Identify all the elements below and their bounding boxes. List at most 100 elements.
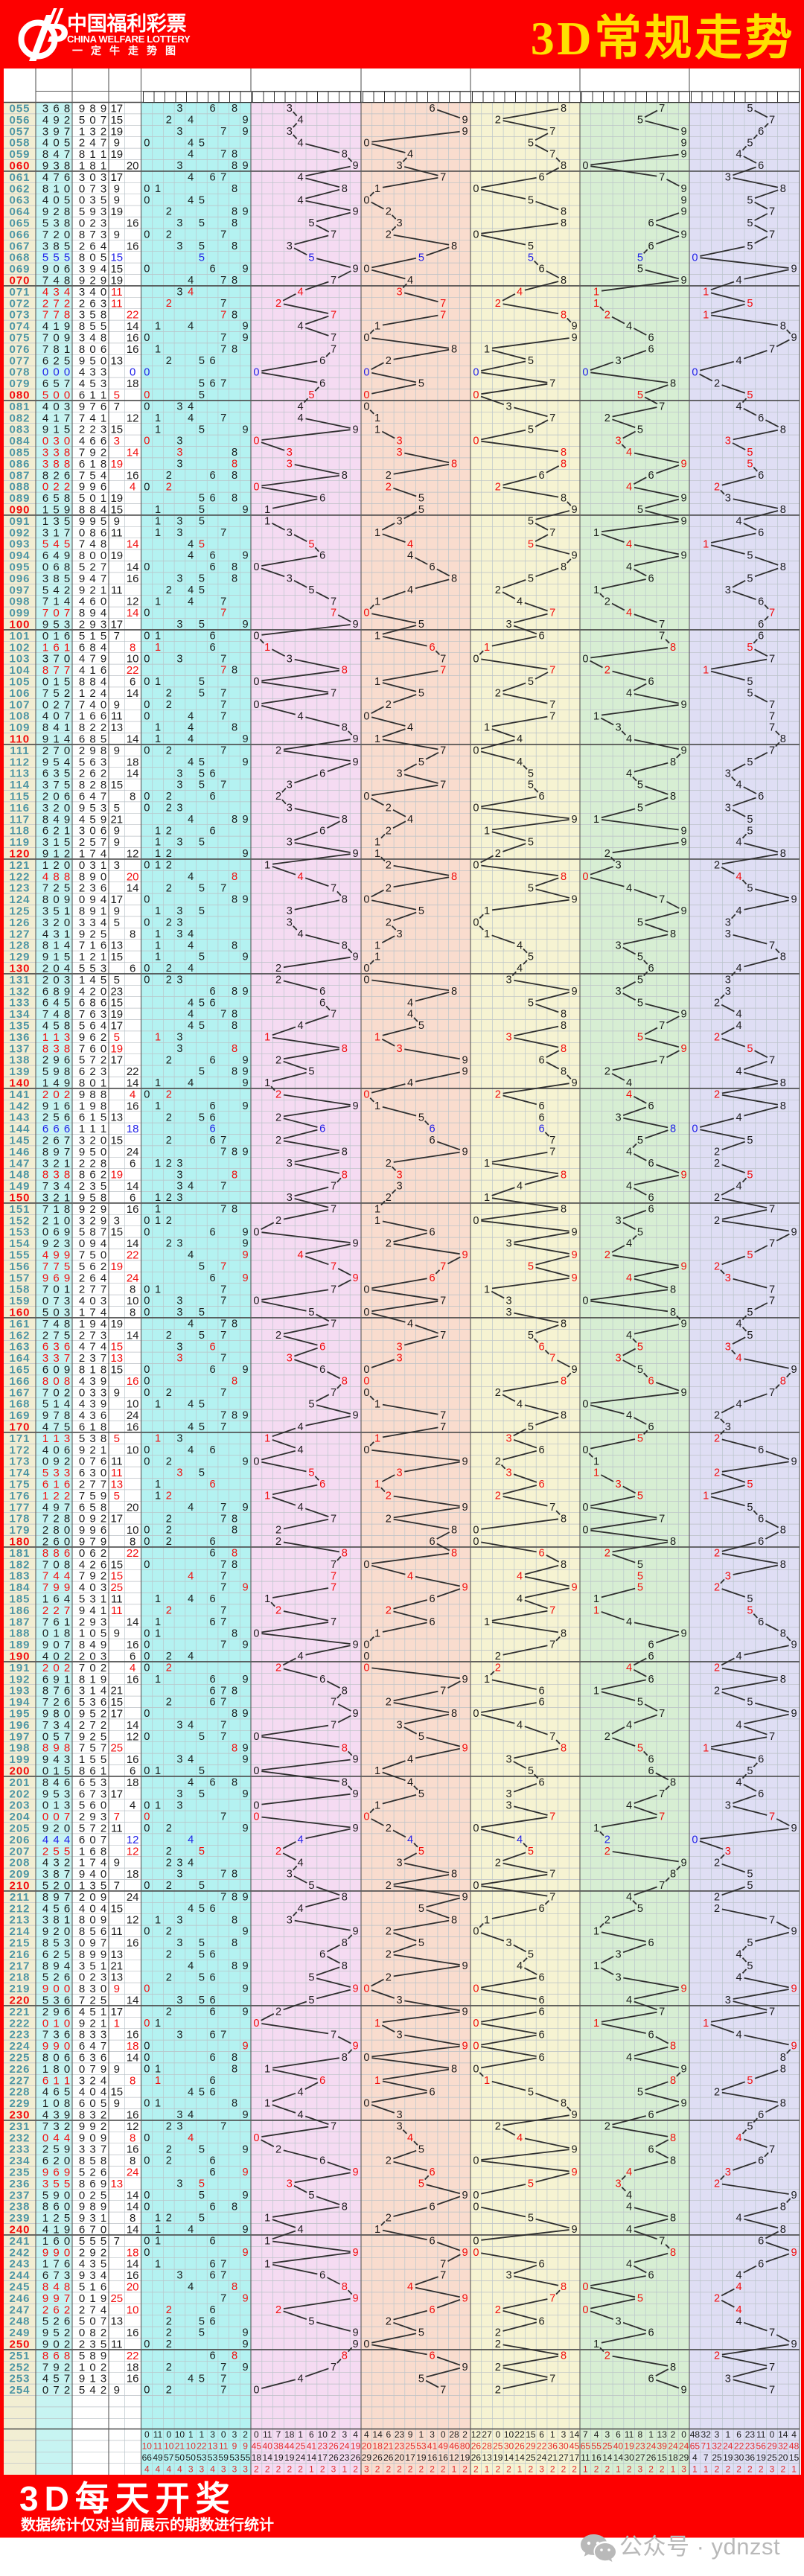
svg-text:1: 1: [79, 1318, 85, 1330]
svg-text:8: 8: [670, 1869, 676, 1881]
svg-text:5: 5: [53, 2143, 59, 2156]
svg-text:0: 0: [166, 2429, 171, 2440]
svg-text:2: 2: [53, 205, 59, 218]
svg-text:21: 21: [110, 1685, 123, 1697]
svg-text:6: 6: [539, 2429, 544, 2440]
svg-text:5: 5: [637, 997, 643, 1009]
svg-text:0: 0: [42, 1295, 48, 1307]
svg-text:5: 5: [64, 1845, 70, 1858]
svg-text:9: 9: [79, 802, 85, 814]
svg-text:2: 2: [714, 1662, 720, 1674]
svg-text:2: 2: [473, 2464, 479, 2474]
svg-text:072: 072: [9, 297, 30, 310]
svg-text:9: 9: [243, 550, 249, 562]
svg-text:4: 4: [188, 1834, 194, 1846]
svg-text:2: 2: [53, 1490, 59, 1502]
svg-text:8: 8: [79, 1925, 85, 1938]
svg-text:171: 171: [9, 1432, 30, 1445]
svg-text:2: 2: [166, 688, 172, 700]
svg-text:074: 074: [9, 320, 30, 333]
svg-text:7: 7: [42, 596, 48, 608]
svg-text:1: 1: [484, 905, 490, 917]
svg-text:0: 0: [473, 917, 479, 929]
svg-text:7: 7: [79, 1008, 85, 1021]
svg-text:3: 3: [89, 1386, 95, 1399]
svg-text:2: 2: [275, 2304, 281, 2316]
svg-text:4: 4: [64, 286, 70, 299]
svg-text:4: 4: [736, 2304, 742, 2316]
svg-text:8: 8: [130, 791, 135, 803]
svg-text:8: 8: [232, 2064, 237, 2076]
svg-text:8: 8: [561, 1204, 567, 1216]
svg-text:2: 2: [79, 1719, 85, 1732]
svg-text:5: 5: [64, 1329, 70, 1342]
svg-text:7: 7: [42, 1513, 48, 1525]
svg-text:1: 1: [593, 1605, 599, 1617]
svg-text:8: 8: [451, 344, 457, 356]
svg-text:7: 7: [53, 1329, 59, 1342]
svg-text:066: 066: [9, 229, 30, 241]
svg-text:0: 0: [64, 2017, 70, 2030]
svg-text:0: 0: [79, 859, 85, 872]
svg-text:4: 4: [736, 401, 742, 413]
svg-text:3: 3: [770, 2464, 775, 2474]
svg-text:5: 5: [418, 1903, 424, 1915]
svg-text:3: 3: [176, 1433, 182, 1445]
svg-text:1: 1: [374, 1433, 380, 1445]
svg-text:2: 2: [166, 963, 172, 975]
svg-text:3: 3: [615, 1949, 621, 1961]
svg-text:16: 16: [127, 240, 139, 252]
svg-text:1: 1: [374, 837, 380, 849]
svg-text:9: 9: [572, 814, 578, 826]
svg-text:233: 233: [9, 2143, 30, 2156]
svg-text:14: 14: [127, 561, 139, 574]
svg-text:5: 5: [528, 252, 534, 264]
svg-text:9: 9: [572, 1226, 578, 1238]
svg-text:36: 36: [745, 2452, 756, 2463]
svg-text:6: 6: [64, 2315, 70, 2328]
svg-text:2: 2: [419, 2464, 424, 2474]
svg-text:8: 8: [342, 665, 348, 677]
svg-text:CHINA WELFARE LOTTERY: CHINA WELFARE LOTTERY: [67, 34, 191, 45]
svg-text:9: 9: [79, 1730, 85, 1743]
svg-text:7: 7: [220, 608, 226, 619]
svg-text:8: 8: [130, 1536, 135, 1549]
svg-text:7: 7: [100, 1284, 106, 1296]
svg-text:3: 3: [89, 2339, 95, 2351]
svg-text:4: 4: [188, 1651, 194, 1662]
svg-text:1: 1: [53, 733, 59, 746]
svg-text:50: 50: [175, 2452, 185, 2463]
svg-text:4: 4: [79, 1295, 85, 1307]
svg-text:16: 16: [127, 1421, 139, 1434]
svg-text:11: 11: [111, 286, 123, 299]
svg-text:4: 4: [298, 710, 304, 722]
svg-text:3: 3: [100, 802, 106, 814]
svg-text:6: 6: [42, 1123, 48, 1135]
svg-text:5: 5: [308, 2190, 314, 2202]
svg-text:16: 16: [127, 469, 139, 482]
svg-text:6: 6: [64, 1696, 70, 1709]
svg-text:4: 4: [736, 963, 742, 975]
svg-text:143: 143: [9, 1112, 30, 1124]
svg-text:2: 2: [604, 2350, 610, 2362]
svg-text:8: 8: [100, 332, 106, 345]
svg-text:3: 3: [100, 1329, 106, 1342]
svg-text:14: 14: [127, 2201, 139, 2213]
svg-text:23: 23: [745, 2441, 756, 2452]
svg-text:0: 0: [144, 2201, 150, 2213]
svg-text:9: 9: [79, 2373, 85, 2385]
svg-text:1: 1: [264, 516, 270, 528]
svg-text:5: 5: [418, 1731, 424, 1743]
svg-text:4: 4: [188, 1502, 194, 1514]
svg-text:2: 2: [79, 1891, 85, 1904]
svg-text:119: 119: [10, 836, 30, 849]
svg-text:9: 9: [353, 2327, 359, 2339]
svg-text:081: 081: [9, 401, 30, 413]
svg-text:7: 7: [659, 103, 665, 115]
svg-text:4: 4: [517, 2132, 523, 2144]
svg-text:4: 4: [626, 1089, 632, 1101]
svg-text:4: 4: [144, 2464, 150, 2474]
svg-text:2: 2: [166, 975, 172, 986]
svg-text:7: 7: [331, 1559, 336, 1571]
svg-text:1: 1: [155, 527, 161, 539]
